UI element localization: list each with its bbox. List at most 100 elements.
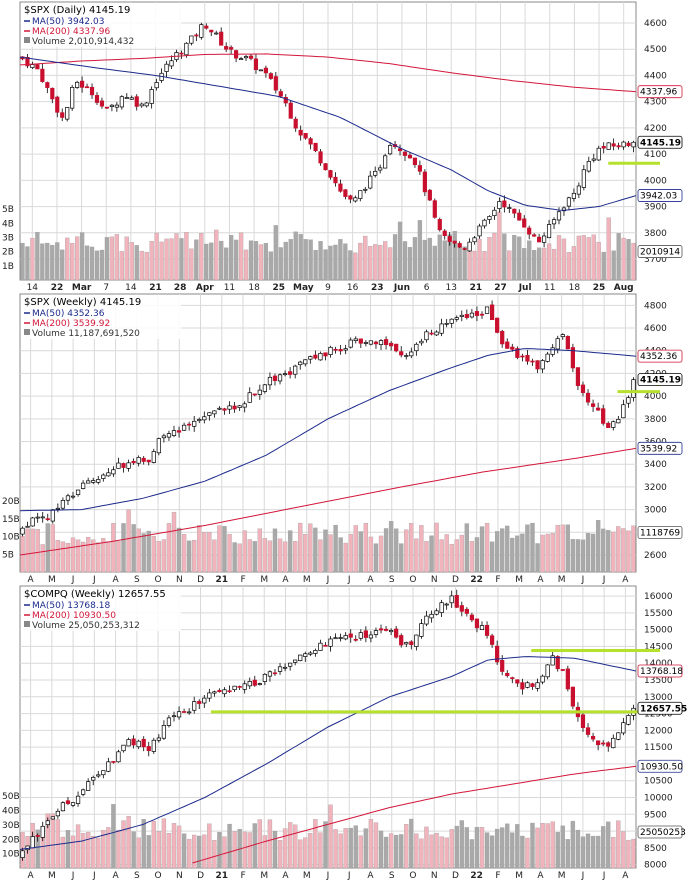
time-tick-label: J [602,871,606,880]
candle-body [497,201,502,210]
volume-bar [151,535,156,573]
candle-body [520,355,525,358]
candle-body [75,795,81,804]
price-tick-label: 4200 [644,124,667,134]
volume-bar [392,234,398,281]
volume-tick-label: 1B [2,262,14,272]
candle-body [606,142,611,150]
candle-body [378,167,383,171]
candle-body [580,384,586,394]
candle-body [427,189,432,201]
candle-body [576,185,581,195]
candle-body [89,86,95,96]
candle-body [30,836,35,849]
candle-body [530,683,535,687]
volume-bar [581,235,586,281]
volume-bar [407,247,413,281]
volume-bar [590,835,596,869]
price-tick-label: 11500 [644,743,673,753]
candle-body [459,605,464,612]
volume-bar [536,247,542,281]
candle-body [227,690,232,693]
time-tick-label: 18 [569,283,581,292]
volume-bar [520,533,525,573]
candle-body [104,106,110,109]
candle-body [454,594,459,608]
candle-body [217,689,222,693]
candle-body [571,192,576,199]
volume-bar [424,826,429,869]
time-tick-label: D [452,871,459,880]
candle-body [520,682,525,690]
time-tick-label: A [622,575,629,584]
time-tick-label: Jul [518,283,532,292]
volume-bar [580,836,586,869]
volume-bar [621,831,626,869]
volume-bar [293,824,298,869]
volume-bar [611,531,616,573]
candle-body [268,73,273,79]
candle-body [412,157,418,166]
time-tick-label: May [293,283,314,292]
candle-body [70,87,75,109]
candle-body [247,392,252,403]
candle-body [204,25,209,29]
time-tick-label: J [71,871,75,880]
candle-body [581,169,586,188]
volume-bar [60,249,65,281]
candle-body [388,145,393,155]
volume-bar [388,521,394,573]
volume-bar [545,823,550,869]
last-value-box [637,85,683,99]
volume-bar [121,523,126,573]
candle-body [551,219,557,225]
candle-body [596,740,601,746]
candle-body [141,738,146,748]
volume-bar [343,243,348,281]
volume-bar [585,532,591,573]
candle-body [91,480,96,483]
last-value-box [637,189,683,202]
candle-body [222,689,227,695]
candle-body [136,740,141,748]
candle-body [293,118,298,129]
candle-body [139,103,144,107]
candle-body [449,595,454,604]
candle-body [166,433,172,438]
volume-bar [197,525,202,573]
volume-bar [104,237,110,281]
volume-bar [94,250,100,281]
volume-bar [96,837,101,869]
candle-body [272,672,278,675]
candle-body [631,379,636,398]
candle-body [419,623,424,637]
time-tick-label: D [197,871,204,880]
volume-bar [126,816,131,869]
volume-bar [414,538,419,573]
candle-body [363,630,368,638]
candle-body [505,672,510,677]
candle-body [154,82,159,89]
candle-body [313,142,318,152]
volume-bar [580,539,586,573]
volume-bar [550,533,555,573]
volume-bar [560,524,565,573]
candle-body [86,781,91,791]
volume-bar [303,239,308,281]
volume-bar [474,537,480,573]
candle-body [585,727,591,735]
candle-body [121,463,126,468]
time-tick-label: 21 [216,871,229,880]
volume-bar [308,239,313,281]
volume-bar [222,836,227,869]
volume-bar [146,835,151,869]
time-tick-label: D [452,575,459,584]
candle-body [358,190,363,199]
volume-bar [596,241,601,281]
volume-bar [141,533,146,573]
price-tick-label: 4600 [644,324,667,334]
volume-bar [525,837,530,869]
time-tick-label: J [92,871,96,880]
volume-bar [631,525,636,573]
volume-bar [75,539,81,573]
